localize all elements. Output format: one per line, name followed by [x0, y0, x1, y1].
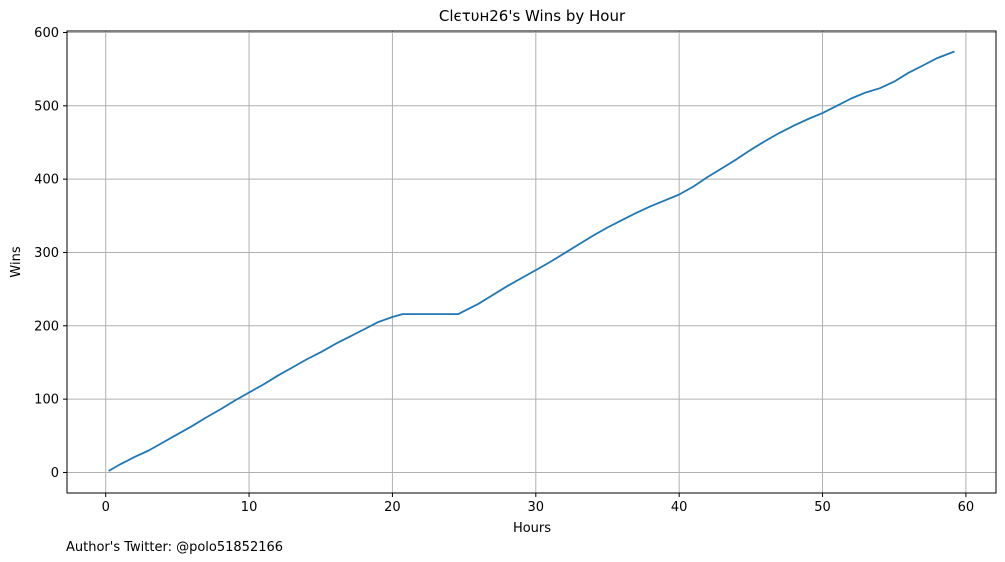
y-tick-label: 100 — [34, 393, 59, 408]
wins-series-line — [108, 50, 955, 472]
x-tick-label: 50 — [814, 500, 831, 515]
x-axis-label: Hours — [513, 521, 551, 536]
y-axis-ticks: 0 100 200 300 400 500 600 — [34, 26, 67, 481]
y-tick-label: 400 — [34, 173, 59, 188]
x-tick-label: 40 — [671, 500, 688, 515]
plot-frame — [66, 30, 997, 494]
y-tick-label: 0 — [51, 466, 59, 481]
y-tick-label: 200 — [34, 319, 59, 334]
y-tick-label: 600 — [34, 26, 59, 41]
x-tick-label: 0 — [102, 500, 110, 515]
x-tick-label: 60 — [958, 500, 975, 515]
y-axis-label: Wins — [9, 246, 24, 277]
y-tick-label: 300 — [34, 246, 59, 261]
x-tick-label: 10 — [241, 500, 258, 515]
chart-title: Clєτυн26's Wins by Hour — [439, 7, 626, 25]
y-tick-label: 500 — [34, 99, 59, 114]
grid — [67, 31, 996, 493]
x-axis-ticks: 0 10 20 30 40 50 60 — [102, 493, 975, 515]
author-twitter-footer: Author's Twitter: @polo51852166 — [66, 540, 283, 555]
x-tick-label: 20 — [384, 500, 401, 515]
series-line-group — [108, 50, 955, 472]
x-tick-label: 30 — [528, 500, 545, 515]
